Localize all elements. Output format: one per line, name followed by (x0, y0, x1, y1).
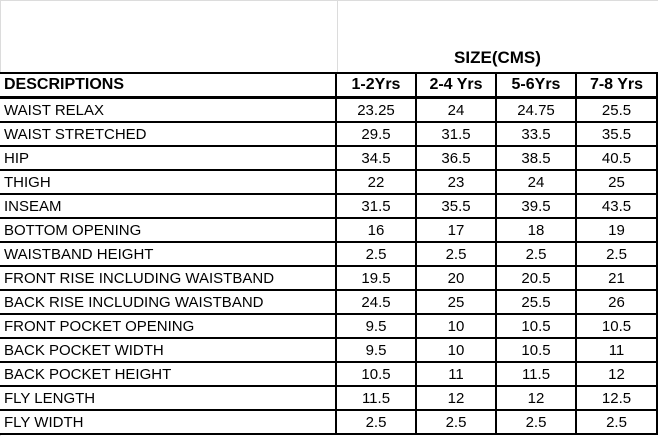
size-value: 2.5 (497, 243, 577, 267)
size-value: 11.5 (497, 363, 577, 387)
row-label: WAIST STRETCHED (0, 123, 337, 147)
size-value: 11 (417, 363, 497, 387)
gridline-column-divider (337, 0, 338, 73)
size-value: 2.5 (577, 243, 658, 267)
column-header-size-0: 1-2Yrs (337, 74, 417, 99)
row-label: WAISTBAND HEIGHT (0, 243, 337, 267)
row-label: FLY LENGTH (0, 387, 337, 411)
size-value: 12.5 (577, 387, 658, 411)
row-label: FRONT POCKET OPENING (0, 315, 337, 339)
row-label: BOTTOM OPENING (0, 219, 337, 243)
size-value: 10.5 (497, 339, 577, 363)
row-label: BACK POCKET HEIGHT (0, 363, 337, 387)
size-value: 24 (497, 171, 577, 195)
size-value: 10 (417, 339, 497, 363)
size-value: 19.5 (337, 267, 417, 291)
size-value: 16 (337, 219, 417, 243)
size-value: 24.5 (337, 291, 417, 315)
size-value: 17 (417, 219, 497, 243)
size-value: 10.5 (337, 363, 417, 387)
size-value: 11.5 (337, 387, 417, 411)
size-value: 12 (417, 387, 497, 411)
size-value: 40.5 (577, 147, 658, 171)
size-value: 9.5 (337, 315, 417, 339)
size-value: 35.5 (577, 123, 658, 147)
size-value: 12 (577, 363, 658, 387)
size-value: 21 (577, 267, 658, 291)
size-value: 2.5 (417, 243, 497, 267)
size-value: 31.5 (417, 123, 497, 147)
size-value: 26 (577, 291, 658, 315)
size-value: 18 (497, 219, 577, 243)
row-label: HIP (0, 147, 337, 171)
row-label: THIGH (0, 171, 337, 195)
size-value: 20.5 (497, 267, 577, 291)
size-value: 24.75 (497, 99, 577, 123)
size-value: 33.5 (497, 123, 577, 147)
column-header-size-1: 2-4 Yrs (417, 74, 497, 99)
size-value: 10.5 (577, 315, 658, 339)
size-value: 2.5 (337, 411, 417, 435)
size-value: 12 (497, 387, 577, 411)
size-value: 2.5 (337, 243, 417, 267)
size-value: 25.5 (577, 99, 658, 123)
size-value: 29.5 (337, 123, 417, 147)
row-label: BACK POCKET WIDTH (0, 339, 337, 363)
row-label: BACK RISE INCLUDING WAISTBAND (0, 291, 337, 315)
size-value: 25.5 (497, 291, 577, 315)
column-header-descriptions: DESCRIPTIONS (0, 74, 337, 99)
size-value: 2.5 (417, 411, 497, 435)
size-value: 31.5 (337, 195, 417, 219)
size-value: 2.5 (497, 411, 577, 435)
size-cms-header: SIZE(CMS) (454, 48, 541, 67)
size-value: 2.5 (577, 411, 658, 435)
size-value: 10.5 (497, 315, 577, 339)
size-table: DESCRIPTIONS 1-2Yrs 2-4 Yrs 5-6Yrs 7-8 Yrs WA… (0, 72, 658, 435)
column-header-size-2: 5-6Yrs (497, 74, 577, 99)
size-value: 19 (577, 219, 658, 243)
size-value: 23.25 (337, 99, 417, 123)
size-value: 38.5 (497, 147, 577, 171)
row-label: WAIST RELAX (0, 99, 337, 123)
size-value: 20 (417, 267, 497, 291)
gridline-top (0, 0, 658, 1)
size-value: 24 (417, 99, 497, 123)
row-label: INSEAM (0, 195, 337, 219)
column-header-size-3: 7-8 Yrs (577, 74, 658, 99)
size-value: 39.5 (497, 195, 577, 219)
size-value: 10 (417, 315, 497, 339)
row-label: FRONT RISE INCLUDING WAISTBAND (0, 267, 337, 291)
size-value: 22 (337, 171, 417, 195)
size-value: 25 (417, 291, 497, 315)
size-value: 23 (417, 171, 497, 195)
size-value: 36.5 (417, 147, 497, 171)
size-value: 9.5 (337, 339, 417, 363)
size-value: 34.5 (337, 147, 417, 171)
size-value: 25 (577, 171, 658, 195)
size-value: 35.5 (417, 195, 497, 219)
row-label: FLY WIDTH (0, 411, 337, 435)
size-value: 11 (577, 339, 658, 363)
size-value: 43.5 (577, 195, 658, 219)
